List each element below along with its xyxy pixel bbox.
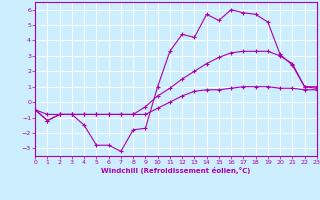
- X-axis label: Windchill (Refroidissement éolien,°C): Windchill (Refroidissement éolien,°C): [101, 167, 251, 174]
